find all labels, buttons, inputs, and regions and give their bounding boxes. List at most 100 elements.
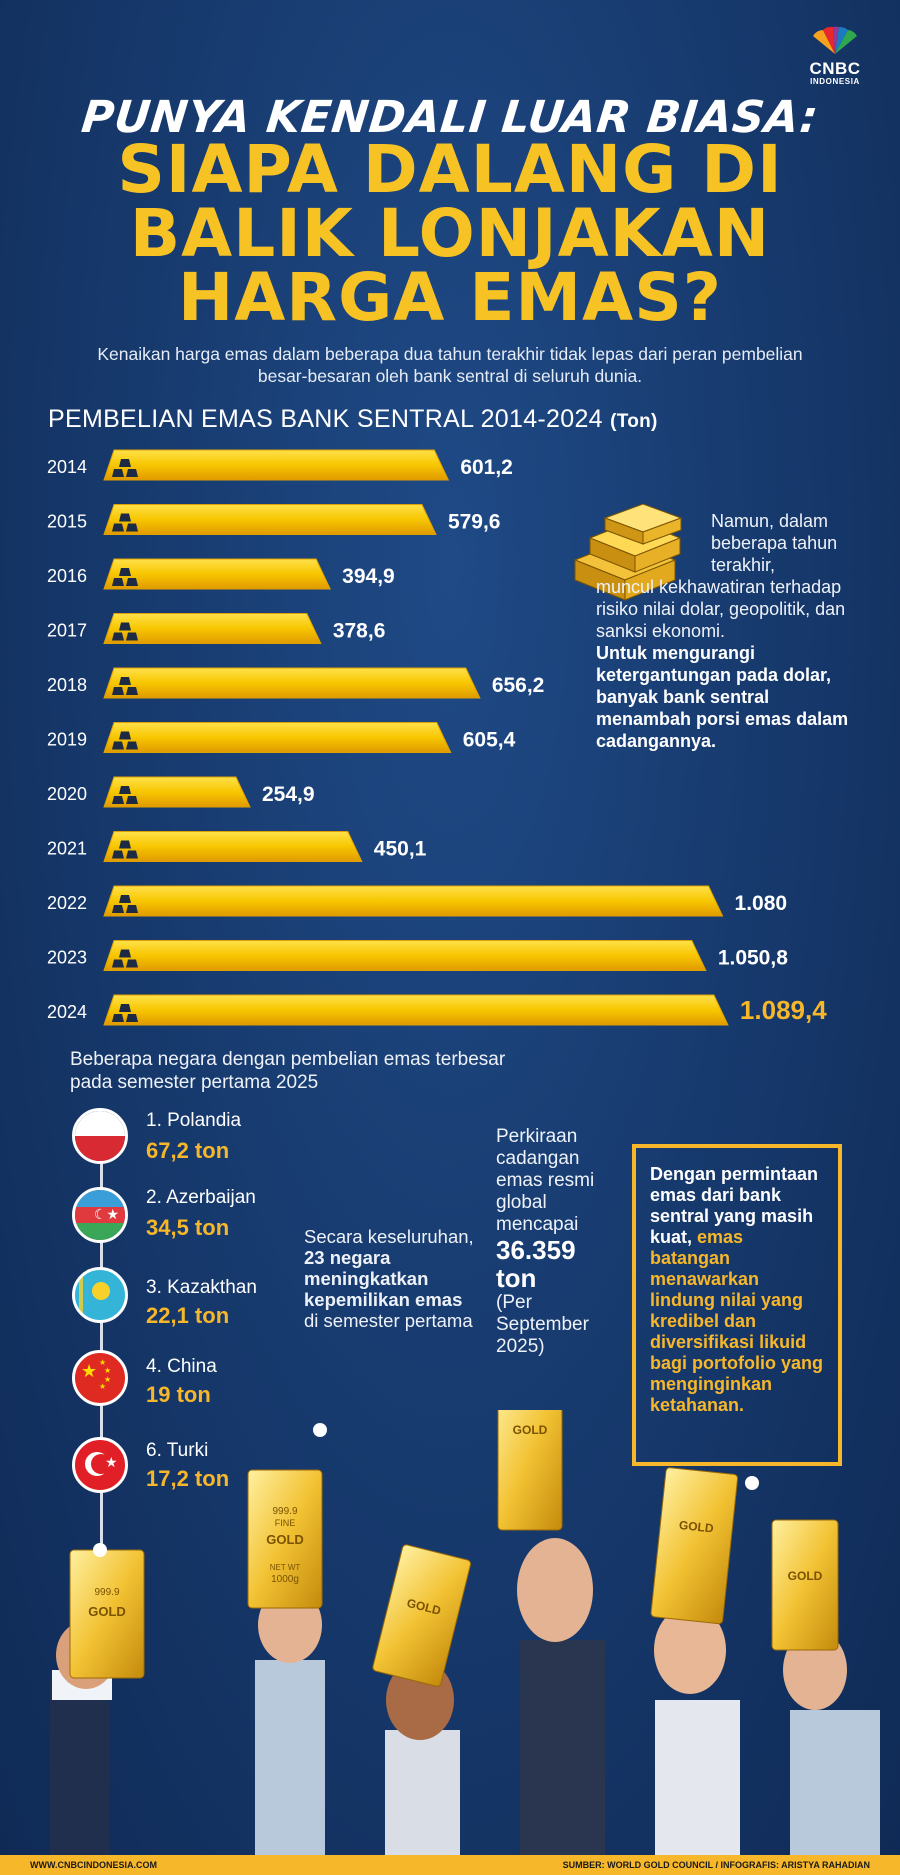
year-label: 2021 xyxy=(47,839,87,859)
conclusion-box: Dengan permintaan emas dari bank sentral… xyxy=(632,1144,842,1466)
year-label: 2015 xyxy=(47,512,87,532)
year-label: 2024 xyxy=(47,1002,87,1022)
bar-gold: GOLD xyxy=(788,1569,823,1583)
poland-flag-icon xyxy=(72,1108,128,1164)
bar-gold: GOLD xyxy=(88,1604,126,1619)
bar-purity: 999.9 xyxy=(272,1506,297,1517)
intro-text: Kenaikan harga emas dalam beberapa dua t… xyxy=(97,344,803,386)
box-highlight: emas batangan menawarkan lindung nilai y… xyxy=(650,1227,823,1415)
country-name: 3. Kazakthan xyxy=(146,1277,257,1298)
kazakhstan-flag-icon xyxy=(72,1267,128,1323)
timeline-line xyxy=(100,1115,103,1545)
value-label: 1.050,8 xyxy=(718,947,788,970)
gold-bars-mini-icon xyxy=(112,1004,138,1022)
bar-fine: FINE xyxy=(275,1518,296,1528)
gold-bars-mini-icon xyxy=(112,622,138,641)
bar xyxy=(103,667,481,699)
country-name: 2. Azerbaijan xyxy=(146,1187,256,1208)
country-value: 19 ton xyxy=(146,1382,211,1407)
bar xyxy=(103,831,363,862)
chart-title: PEMBELIAN EMAS BANK SENTRAL 2014-2024 (T… xyxy=(48,405,658,434)
gold-bars-mini-icon xyxy=(112,568,138,586)
side-note: Namun, dalam beberapa tahun terakhir, mu… xyxy=(596,510,866,752)
value-label: 254,9 xyxy=(262,783,315,806)
bar xyxy=(103,504,437,535)
bar xyxy=(103,940,707,971)
country-value: 22,1 ton xyxy=(146,1303,230,1328)
gold-bars-mini-icon xyxy=(112,786,138,804)
value-label: 1.089,4 xyxy=(740,995,827,1025)
side-note-plain: muncul kekhawatiran terhadap risiko nila… xyxy=(596,577,846,641)
bar xyxy=(103,994,729,1026)
headline-line: BALIK LONJAKAN xyxy=(129,195,771,272)
summary-bold: 23 negara meningkatkan kepemilikan emas xyxy=(304,1247,463,1310)
value-label: 579,6 xyxy=(448,511,501,534)
country-name: 4. China xyxy=(146,1356,217,1377)
year-label: 2018 xyxy=(47,675,87,695)
cnbc-logo: CNBC INDONESIA xyxy=(790,26,880,86)
year-label: 2022 xyxy=(47,893,87,913)
value-label: 1.080 xyxy=(735,892,788,915)
value-label: 394,9 xyxy=(342,565,395,588)
country-name: 1. Polandia xyxy=(146,1110,242,1131)
footer-website[interactable]: WWW.CNBCINDONESIA.COM xyxy=(30,1860,157,1870)
year-label: 2023 xyxy=(47,948,87,968)
side-note-intro: Namun, dalam beberapa tahun terakhir, xyxy=(711,511,838,575)
azerbaijan-flag-icon: ☾★ xyxy=(72,1187,128,1243)
bar-weight: 1000g xyxy=(271,1574,299,1585)
bar xyxy=(103,776,251,808)
year-label: 2016 xyxy=(47,566,87,586)
chart-unit: (Ton) xyxy=(610,411,658,432)
chart-title-text: PEMBELIAN EMAS BANK SENTRAL 2014-2024 xyxy=(48,405,603,433)
bar-purity: 999.9 xyxy=(94,1587,119,1598)
logo-text: CNBC xyxy=(809,59,861,78)
headline: SIAPA DALANG DI BALIK LONJAKAN HARGA EMA… xyxy=(0,131,900,336)
value-label: 605,4 xyxy=(463,729,516,752)
side-note-bold: Untuk mengurangi ketergantungan pada dol… xyxy=(596,643,849,751)
reserve-post: (Per September 2025) xyxy=(496,1292,589,1357)
bar-gold: GOLD xyxy=(678,1518,714,1536)
countries-title: Beberapa negara dengan pembelian emas te… xyxy=(70,1049,506,1093)
bar xyxy=(103,558,331,590)
reserve-value: 36.359 ton xyxy=(496,1235,576,1293)
hands-with-gold-bars-illustration: 999.9 GOLD 999.9 FINE GOLD NET WT 1000g … xyxy=(50,1410,880,1855)
bar-chart: 2014 601,2 2015 579,6 2016 394,9 2017 378,6 2018… xyxy=(47,449,827,1026)
bar-gold: GOLD xyxy=(513,1423,548,1437)
gold-bars-mini-icon xyxy=(112,459,138,477)
value-label: 378,6 xyxy=(333,620,386,643)
countries-summary: Secara keseluruhan, 23 negara meningkatk… xyxy=(304,1226,474,1331)
footer: WWW.CNBCINDONESIA.COM SUMBER: WORLD GOLD… xyxy=(0,1855,900,1875)
year-label: 2014 xyxy=(47,457,87,477)
footer-source: SUMBER: WORLD GOLD COUNCIL / INFOGRAFIS:… xyxy=(562,1860,870,1870)
peacock-icon xyxy=(813,26,857,54)
headline-line: SIAPA DALANG DI xyxy=(117,131,783,208)
year-label: 2019 xyxy=(47,730,87,750)
value-label: 450,1 xyxy=(374,838,427,861)
gold-bars-mini-icon xyxy=(112,840,138,859)
logo-subtext: INDONESIA xyxy=(810,77,860,86)
gold-stack-icon xyxy=(573,503,683,601)
bar xyxy=(103,722,452,753)
gold-bars-mini-icon xyxy=(112,949,138,968)
turkey-flag-icon: ★ xyxy=(72,1437,128,1493)
gold-bars-mini-icon xyxy=(112,513,138,532)
global-reserve-note: Perkiraan cadangan emas resmi global men… xyxy=(496,1126,616,1358)
headline-line: HARGA EMAS? xyxy=(177,259,723,336)
value-label: 601,2 xyxy=(460,456,513,479)
bar-net-weight: NET WT xyxy=(270,1563,301,1572)
gold-bars-mini-icon xyxy=(112,895,138,913)
country-value: 34,5 ton xyxy=(146,1215,230,1240)
reserve-pre: Perkiraan cadangan emas resmi global men… xyxy=(496,1126,595,1235)
country-value: 67,2 ton xyxy=(146,1138,230,1163)
year-label: 2017 xyxy=(47,621,87,641)
gold-bars-mini-icon xyxy=(112,731,138,750)
year-label: 2020 xyxy=(47,784,87,804)
bar xyxy=(103,885,724,917)
country-name: 6. Turki xyxy=(146,1440,209,1461)
box-intro: Dengan permintaan emas dari bank sentral… xyxy=(650,1164,819,1247)
bar xyxy=(103,449,450,481)
gold-bars-mini-icon xyxy=(112,677,138,695)
value-label: 656,2 xyxy=(492,674,545,697)
bar-gold: GOLD xyxy=(266,1532,304,1547)
china-flag-icon: ★ ★ ★ ★ ★ xyxy=(72,1350,128,1406)
